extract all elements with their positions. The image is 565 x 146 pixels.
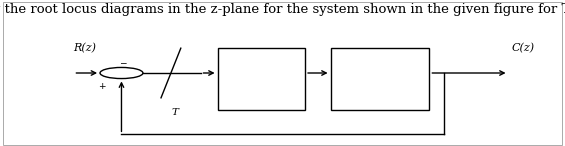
- Text: $s$: $s$: [258, 90, 265, 100]
- Text: R(z): R(z): [73, 43, 97, 53]
- Text: C(z): C(z): [511, 43, 534, 53]
- Bar: [331, 48, 429, 110]
- Text: Draw the root locus diagrams in the z-plane for the system shown in the given fi: Draw the root locus diagrams in the z-pl…: [0, 3, 565, 16]
- Text: +: +: [98, 82, 106, 91]
- Text: T: T: [172, 108, 179, 117]
- Text: $1-e^{-Ts}$: $1-e^{-Ts}$: [241, 56, 281, 70]
- Bar: [218, 48, 305, 110]
- Text: $K$: $K$: [375, 57, 385, 69]
- Text: −: −: [119, 58, 127, 67]
- Text: $s\,(s+1)$: $s\,(s+1)$: [360, 88, 399, 101]
